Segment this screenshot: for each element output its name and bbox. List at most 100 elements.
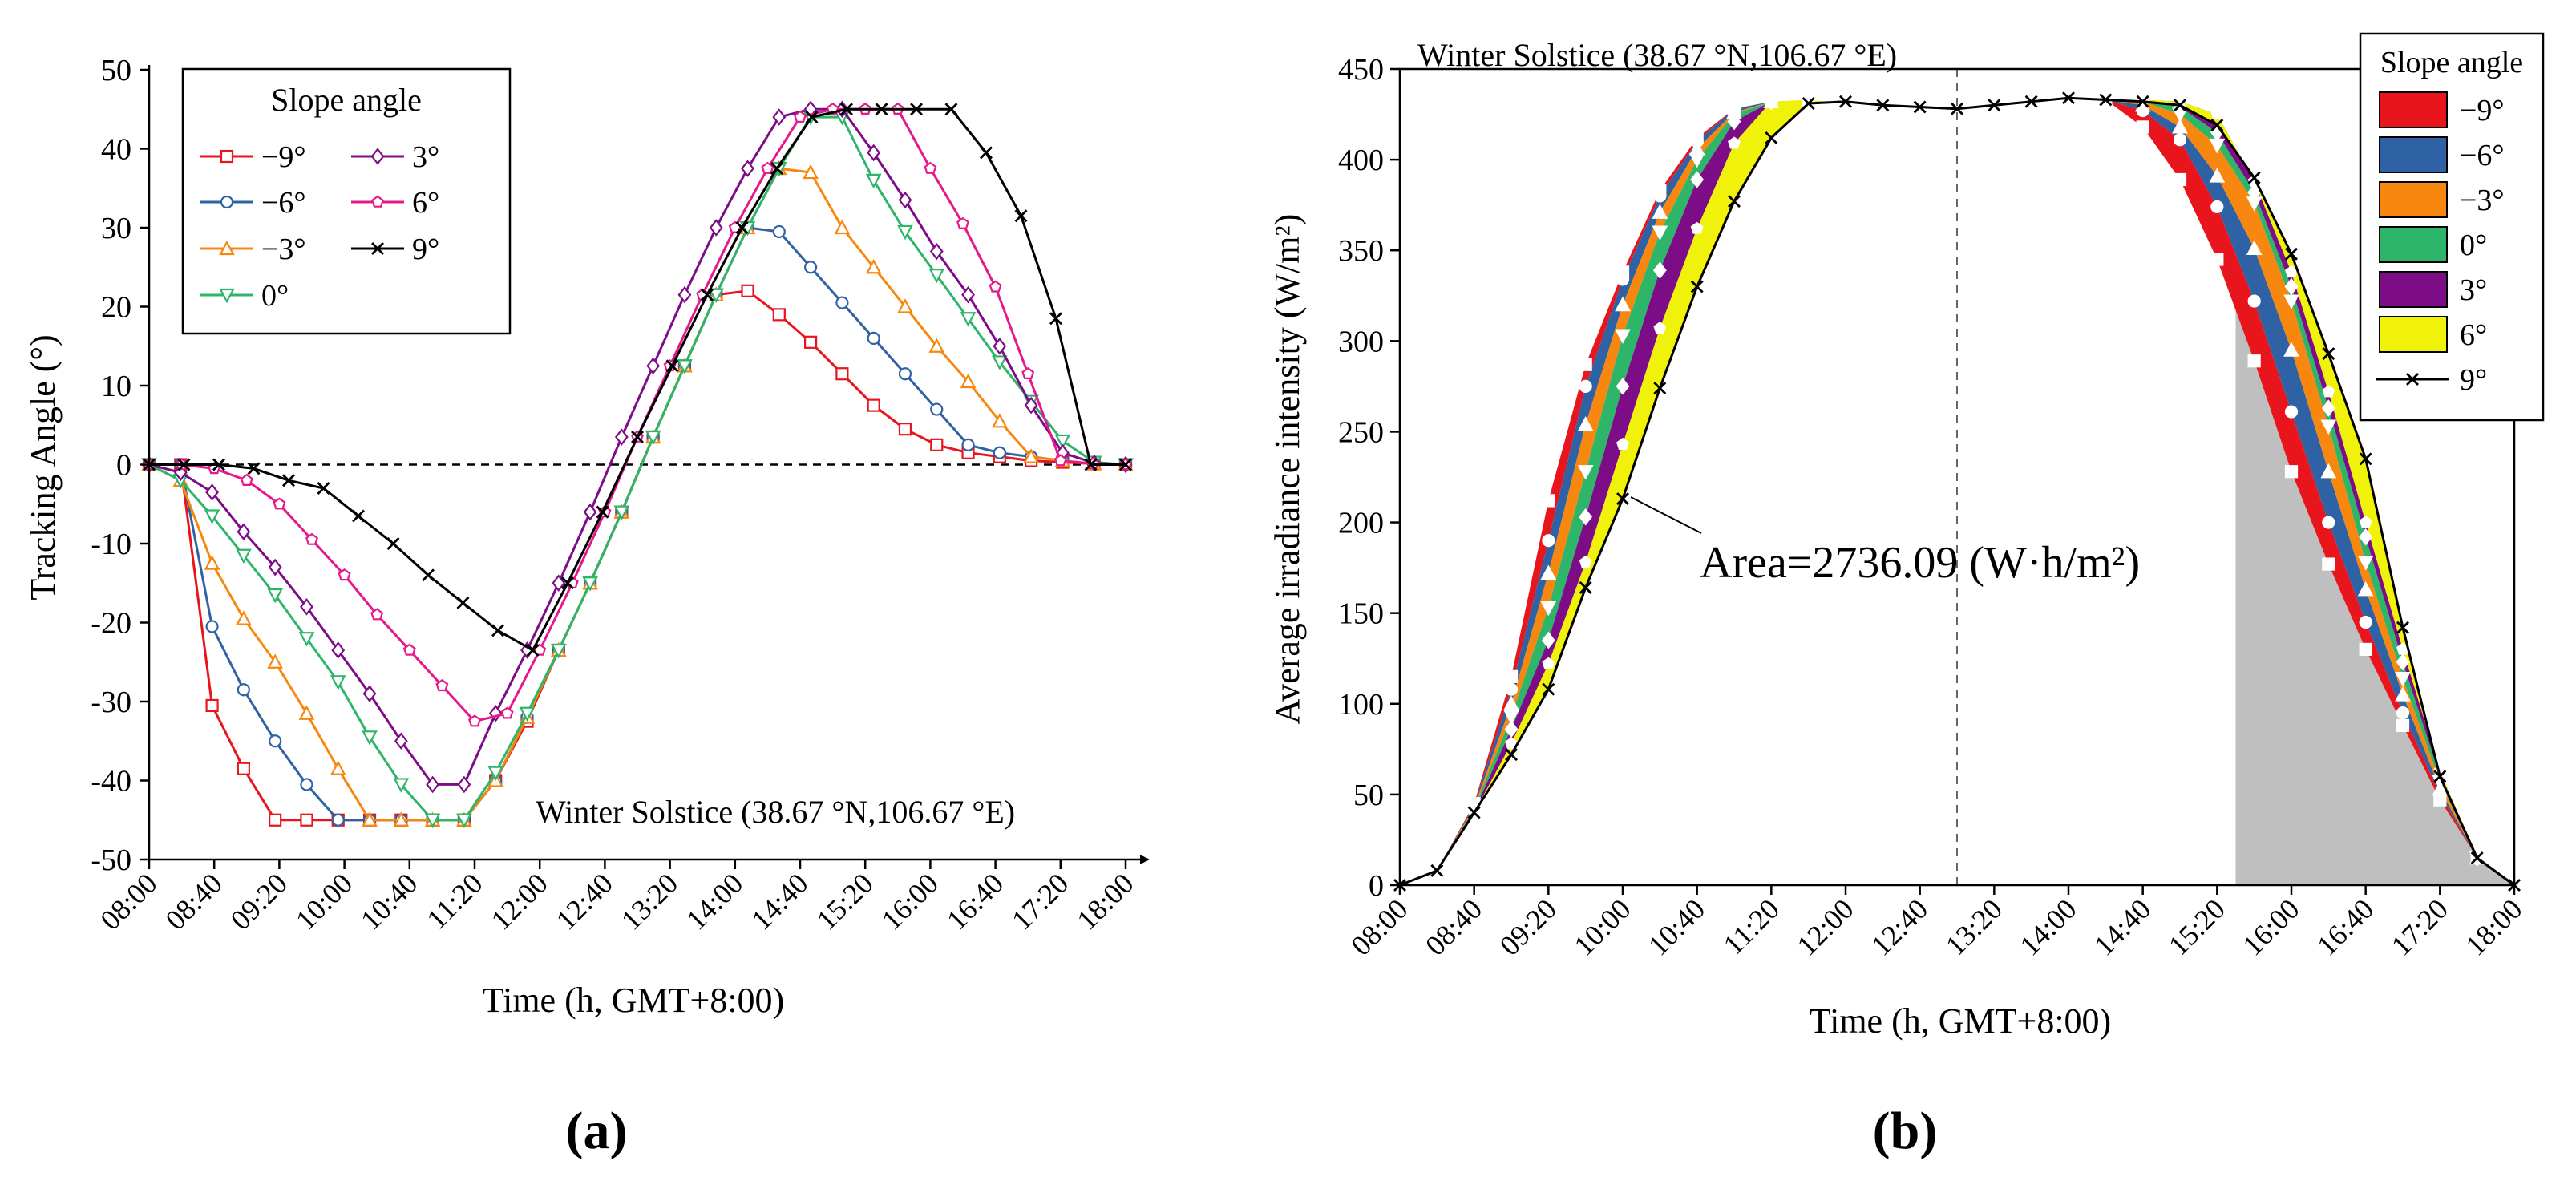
- chart-b-x-tick-label: 10:00: [1567, 892, 1636, 961]
- chart-a-point: [273, 497, 286, 510]
- chart-a-point: [930, 438, 944, 451]
- chart-a-point: [247, 462, 261, 475]
- chart-a-point: [867, 331, 880, 345]
- chart-b-point: [2284, 405, 2299, 419]
- chart-a-legend-marker: [370, 148, 385, 165]
- chart-a-point: [236, 610, 252, 625]
- chart-a-y-tick-label: -30: [91, 686, 131, 719]
- chart-a-x-tick-label: 16:00: [876, 867, 944, 936]
- chart-a-point: [961, 285, 975, 304]
- chart-a-x-tick-label: 14:40: [745, 867, 814, 936]
- chart-a-point: [865, 258, 882, 274]
- chart-b-point: [1579, 358, 1592, 371]
- chart-b-point: [2395, 672, 2411, 687]
- chart-a-point: [204, 509, 220, 524]
- chart-a-point: [928, 338, 945, 353]
- chart-b-legend-swatch: [2379, 316, 2448, 353]
- chart-b-point: [2136, 120, 2149, 134]
- chart-b-y-tick-label: 50: [1353, 779, 1384, 812]
- chart-a-point: [500, 706, 514, 719]
- chart-a-point: [772, 108, 787, 126]
- chart-b-point: [2284, 265, 2299, 278]
- chart-a-x-tick-label: 10:40: [354, 867, 423, 936]
- chart-a-point: [330, 675, 346, 690]
- chart-b-y-tick-label: 100: [1338, 688, 1384, 722]
- chart-a-point: [456, 596, 470, 609]
- chart-a-point: [992, 412, 1008, 428]
- chart-b-legend-swatch: [2379, 181, 2448, 218]
- chart-a-point: [268, 558, 282, 576]
- chart-b-point: [1540, 564, 1557, 580]
- chart-b-point: [1579, 581, 1592, 594]
- chart-a-xlabel: Time (h, GMT+8:00): [483, 981, 784, 1020]
- chart-a-point: [267, 588, 283, 604]
- chart-b-legend-marker: [2406, 373, 2419, 386]
- chart-a-legend-marker: [220, 195, 234, 209]
- chart-a-point: [898, 367, 912, 381]
- chart-a-point: [300, 598, 313, 616]
- chart-b-point: [1577, 465, 1594, 480]
- chart-a-point: [645, 430, 661, 446]
- chart-a-point: [552, 574, 566, 593]
- chart-a-point: [300, 778, 313, 791]
- chart-b-point: [1504, 682, 1519, 696]
- chart-b-legend-title: Slope angle: [2380, 46, 2523, 79]
- chart-a-point: [300, 813, 313, 827]
- chart-b-point: [1728, 195, 1741, 208]
- chart-a-point: [269, 734, 282, 748]
- chart-a-y-tick-label: -40: [91, 765, 131, 799]
- chart-b-point: [2322, 385, 2335, 398]
- chart-a-y-tick-label: -50: [91, 843, 131, 877]
- chart-a-point: [204, 555, 220, 570]
- chart-b-y-tick-label: 400: [1338, 144, 1384, 177]
- chart-b-point: [2099, 93, 2113, 107]
- chart-a-point: [362, 730, 378, 746]
- chart-b-point: [2357, 580, 2374, 597]
- chart-a-point: [305, 532, 319, 545]
- chart-a-point: [457, 775, 471, 794]
- chart-a-point: [910, 103, 923, 116]
- chart-a-legend-marker: [219, 240, 235, 256]
- chart-a-y-tick-label: -10: [91, 528, 131, 561]
- chart-a-point: [735, 221, 749, 234]
- chart-b-y-tick-label: 0: [1369, 869, 1384, 903]
- chart-a-point: [583, 503, 597, 521]
- chart-a-legend-title: Slope angle: [271, 82, 422, 118]
- chart-b-point: [2359, 642, 2372, 657]
- chart-b-x-tick-label: 12:00: [1790, 892, 1859, 961]
- chart-b-point: [2284, 465, 2299, 479]
- chart-a-y-tick-label: 50: [101, 54, 131, 87]
- chart-b-shaded-region: [2235, 309, 2514, 885]
- chart-b-legend-label: 0°: [2460, 229, 2487, 262]
- chart-a-point: [1054, 434, 1071, 450]
- chart-a-point: [614, 428, 629, 446]
- chart-b-annotation: Winter Solstice (38.67 °N,106.67 °E): [1417, 37, 1897, 73]
- chart-b-x-tick-label: 18:00: [2459, 892, 2528, 961]
- chart-b-point: [2359, 452, 2372, 466]
- chart-a-point: [980, 146, 993, 160]
- chart-a-point: [205, 483, 219, 501]
- chart-a-y-tick-label: 40: [101, 133, 131, 167]
- chart-a-series-line: [149, 289, 1126, 822]
- chart-b-point: [2321, 399, 2335, 417]
- chart-a-x-tick-label: 09:20: [224, 867, 293, 936]
- chart-a-point: [394, 732, 408, 750]
- chart-b-y-tick-label: 250: [1338, 415, 1384, 449]
- chart-b-point: [1504, 669, 1519, 683]
- chart-b-x-tick-label: 08:00: [1345, 892, 1413, 961]
- chart-a-point: [240, 473, 253, 487]
- chart-b-point: [2322, 347, 2335, 361]
- chart-b-point: [2320, 463, 2337, 479]
- chart-b-point: [2359, 528, 2373, 546]
- chart-b-point: [2246, 240, 2263, 256]
- chart-a-point: [236, 548, 252, 564]
- chart-a-legend-label: −3°: [261, 233, 306, 266]
- chart-a-x-tick-label: 14:00: [680, 867, 749, 936]
- chart-b-bands: [1400, 98, 2514, 885]
- chart-b-legend-label: −6°: [2460, 139, 2505, 172]
- chart-b-x-tick-label: 14:00: [2013, 892, 2082, 961]
- chart-b-series-group: [1393, 89, 2521, 892]
- chart-b-x-tick-label: 14:40: [2088, 892, 2157, 961]
- chart-b-point: [1688, 153, 1705, 168]
